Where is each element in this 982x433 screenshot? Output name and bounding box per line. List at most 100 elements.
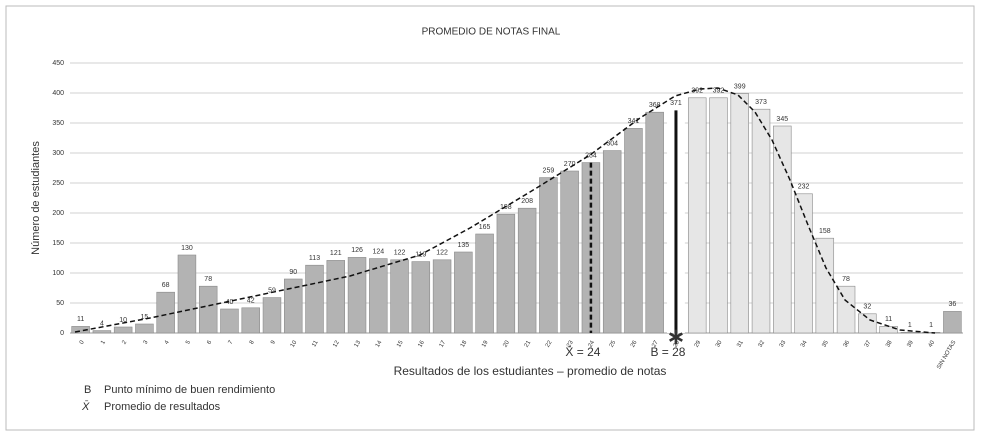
bar <box>645 111 664 334</box>
value-label: 36 <box>948 301 956 308</box>
bar <box>900 332 920 334</box>
value-label: 40 <box>226 299 234 306</box>
x-tick-label: 6 <box>206 339 213 345</box>
x-tick-label: 31 <box>736 339 745 348</box>
x-tick-label: 21 <box>524 339 533 348</box>
value-label: 198 <box>500 204 512 211</box>
bar <box>709 97 728 334</box>
x-tick-label: 12 <box>332 339 341 348</box>
y-tick-label: 250 <box>52 180 64 187</box>
x-tick-label: 28 <box>673 339 682 348</box>
bar <box>432 259 452 334</box>
x-tick-label: 1 <box>100 339 107 345</box>
bar <box>879 326 898 334</box>
value-label: 59 <box>268 287 276 294</box>
value-label: 113 <box>309 255 320 262</box>
bar <box>773 125 792 334</box>
bar <box>369 258 388 334</box>
x-tick-label: 20 <box>502 339 511 348</box>
bar <box>943 311 962 334</box>
x-tick-label: 18 <box>460 339 469 348</box>
x-tick-label: 38 <box>885 339 894 348</box>
bar <box>730 93 749 334</box>
x-tick-label: 3 <box>143 339 150 345</box>
bar <box>326 260 346 334</box>
value-label: 208 <box>521 198 533 205</box>
x-tick-label: 16 <box>417 339 426 348</box>
bar <box>220 308 239 334</box>
bar <box>921 332 941 334</box>
value-label: 399 <box>734 83 746 90</box>
bar <box>475 233 494 334</box>
value-label: 32 <box>863 304 871 311</box>
y-axis-title: Número de estudiantes <box>30 141 42 255</box>
bar <box>113 326 133 334</box>
x-tick-label: 5 <box>185 339 192 345</box>
x-tick-label: 8 <box>249 339 256 345</box>
value-label: 90 <box>289 269 297 276</box>
x-tick-label: 24 <box>587 339 596 348</box>
value-label: 135 <box>458 242 470 249</box>
x-tick-label: 19 <box>481 339 490 348</box>
x-tick-label: 23 <box>566 339 575 348</box>
x-tick-label: 32 <box>758 339 767 348</box>
y-tick-label: 350 <box>52 120 64 127</box>
chart-title: PROMEDIO DE NOTAS FINAL <box>422 27 561 38</box>
y-tick-label: 50 <box>56 300 64 307</box>
value-label: 122 <box>436 250 448 257</box>
bar <box>454 251 473 334</box>
value-label: 371 <box>670 100 682 107</box>
bar <box>284 278 303 334</box>
marker-label: X̄ = 24 <box>565 345 600 359</box>
value-label: 284 <box>585 152 597 159</box>
bar <box>496 213 516 334</box>
x-tick-label: 30 <box>715 339 724 348</box>
x-tick-label: 2 <box>121 339 128 345</box>
x-tick-label: 11 <box>311 339 320 348</box>
legend-symbol: X̄ <box>81 400 90 413</box>
y-tick-label: 200 <box>52 210 64 217</box>
value-label: 11 <box>885 316 892 323</box>
bar <box>858 313 877 334</box>
x-tick-label: 13 <box>354 339 363 348</box>
marker-asterisk: ∗ <box>667 324 685 349</box>
value-label: 392 <box>691 88 703 95</box>
bar <box>539 177 558 334</box>
marker-label: B = 28 <box>650 345 685 359</box>
bar <box>92 330 112 334</box>
x-tick-label: 26 <box>630 339 639 348</box>
value-label: 368 <box>649 102 661 109</box>
value-label: 259 <box>543 167 555 174</box>
value-label: 78 <box>842 276 850 283</box>
value-label: 304 <box>606 140 618 147</box>
x-tick-label: 34 <box>800 339 809 348</box>
bar <box>687 97 707 334</box>
value-label: 11 <box>77 316 84 323</box>
legend-symbol: B <box>84 384 91 396</box>
bar <box>135 323 154 334</box>
bar <box>815 237 835 334</box>
value-label: 165 <box>479 224 491 231</box>
value-label: 42 <box>247 298 255 305</box>
x-tick-label: 33 <box>779 339 788 348</box>
bar <box>836 285 856 334</box>
x-tick-label: 37 <box>864 339 873 348</box>
value-label: 1 <box>929 322 933 329</box>
bar <box>347 257 367 334</box>
y-tick-label: 100 <box>52 270 64 277</box>
value-label: 15 <box>141 314 149 321</box>
bar <box>517 207 537 334</box>
value-label: 78 <box>204 276 212 283</box>
value-label: 121 <box>330 250 342 257</box>
trend-curve <box>74 87 936 334</box>
value-label: 130 <box>181 245 193 252</box>
y-tick-label: 150 <box>52 240 64 247</box>
x-tick-label: 29 <box>694 339 703 348</box>
bar <box>156 291 175 334</box>
legend-text: Punto mínimo de buen rendimiento <box>104 384 275 396</box>
x-tick-label: 22 <box>545 339 554 348</box>
bar <box>560 170 579 334</box>
value-label: 126 <box>351 247 363 254</box>
y-tick-label: 450 <box>52 60 64 67</box>
